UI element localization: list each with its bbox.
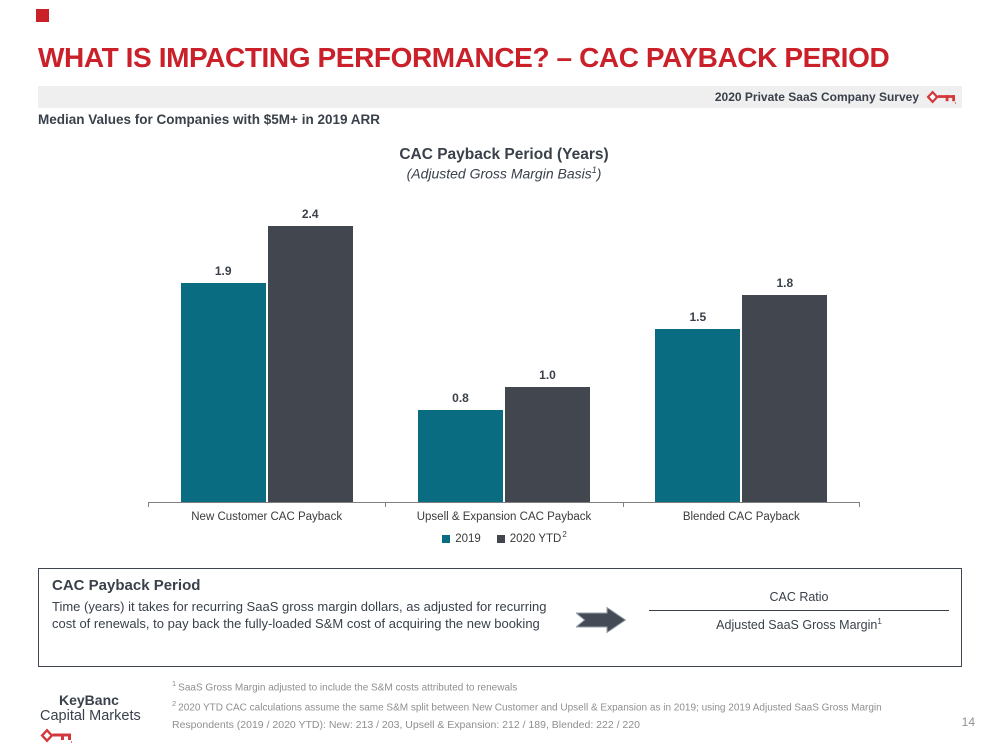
bar-group: 1.9 2.4 (148, 200, 385, 502)
legend-swatch-icon (442, 535, 451, 543)
category-label: Upsell & Expansion CAC Payback (416, 511, 592, 523)
keybanc-logo: KeyBanc Capital Markets (40, 692, 141, 748)
definition-box: CAC Payback Period Time (years) it takes… (38, 568, 962, 667)
definition-body: Time (years) it takes for recurring SaaS… (52, 599, 547, 632)
bar-value-label: 1.0 (539, 368, 556, 382)
legend-item: 2019 (442, 533, 481, 545)
bar-column: 1.5 (655, 200, 741, 502)
survey-banner-label: 2020 Private SaaS Company Survey (714, 90, 919, 104)
formula-numerator: CAC Ratio (649, 590, 949, 611)
chart-legend: 2019 2020 YTD 2 (148, 529, 860, 545)
chart-subtitle-close: ) (596, 165, 602, 182)
logo-keybanc-text: KeyBanc (59, 692, 119, 708)
bar-value-label: 1.8 (776, 276, 794, 290)
axis-tick (622, 502, 624, 507)
bar-column: 1.0 (504, 200, 590, 502)
category-label: Blended CAC Payback (682, 511, 800, 523)
bar-2020-ytd (504, 387, 590, 502)
keybanc-key-icon (926, 90, 956, 104)
bar-value-label: 0.8 (452, 391, 469, 405)
formula-denominator: Adjusted SaaS Gross Margin1 (649, 611, 949, 632)
chart-plot: 1.9 2.4 0.8 1.0 1.5 1.8 (148, 200, 860, 507)
legend-footnote-marker: 2 (562, 529, 567, 539)
chart-subtitle-text: (Adjusted Gross Margin Basis (406, 165, 592, 182)
footnote-2-marker: 2 (172, 698, 177, 708)
formula-footnote-marker: 1 (877, 617, 882, 626)
category-label: New Customer CAC Payback (191, 511, 343, 523)
survey-banner: 2020 Private SaaS Company Survey (38, 86, 962, 108)
chart-title: CAC Payback Period (Years) (399, 146, 609, 163)
footnote-1: 1 SaaS Gross Margin adjusted to include t… (172, 679, 914, 695)
legend-label: 2019 (455, 533, 481, 545)
footnote-2-text: 2020 YTD CAC calculations assume the sam… (178, 702, 882, 714)
logo-capital-markets-text: Capital Markets (40, 708, 141, 725)
chart-subtitle-footnote-marker: 1 (591, 165, 597, 175)
footnote-respondents: Respondents (2019 / 2020 YTD): New: 213 … (172, 718, 640, 731)
bar-2020-ytd (742, 295, 828, 502)
bar-group: 1.5 1.8 (623, 200, 860, 502)
cac-ratio-formula: CAC Ratio Adjusted SaaS Gross Margin1 (649, 590, 949, 632)
bar-2020-ytd (267, 226, 353, 502)
legend-label: 2020 YTD (509, 533, 562, 545)
brand-red-square (36, 9, 49, 22)
bar-column: 0.8 (417, 200, 503, 502)
definition-heading: CAC Payback Period (52, 577, 201, 594)
bar-value-label: 1.5 (689, 310, 707, 324)
bar-value-label: 2.4 (301, 207, 319, 221)
bar-column: 1.9 (180, 200, 266, 502)
axis-tick (148, 502, 149, 507)
bar-column: 2.4 (267, 200, 353, 502)
bar-column: 1.8 (742, 200, 828, 502)
footnote-1-text: SaaS Gross Margin adjusted to include th… (178, 682, 518, 694)
footnote-2: 2 2020 YTD CAC calculations assume the sa… (172, 699, 914, 715)
axis-tick (385, 502, 387, 507)
page-number: 14 (961, 715, 975, 729)
footnotes: 1 SaaS Gross Margin adjusted to include t… (172, 679, 914, 736)
legend-swatch-icon (496, 535, 505, 543)
footnote-1-marker: 1 (172, 679, 177, 688)
bar-value-label: 1.9 (214, 264, 232, 278)
axis-tick (859, 502, 860, 507)
bar-group: 0.8 1.0 (385, 200, 622, 502)
chart-subtitle: (Adjusted Gross Margin Basis1) (148, 165, 860, 182)
bar-2019 (655, 329, 741, 502)
chart-category-labels: New Customer CAC Payback Upsell & Expansi… (148, 511, 860, 523)
bar-2019 (417, 410, 503, 502)
chart-title-block: CAC Payback Period (Years) (Adjusted Gro… (148, 146, 860, 182)
legend-item: 2020 YTD 2 (496, 529, 567, 545)
right-arrow-icon (576, 607, 626, 633)
page-title: WHAT IS IMPACTING PERFORMANCE? – CAC PAY… (38, 42, 890, 73)
slide-subtitle: Median Values for Companies with $5M+ in… (38, 112, 380, 127)
bar-2019 (180, 283, 266, 502)
formula-denominator-text: Adjusted SaaS Gross Margin (716, 618, 878, 633)
keybanc-key-logo-icon (40, 728, 73, 743)
